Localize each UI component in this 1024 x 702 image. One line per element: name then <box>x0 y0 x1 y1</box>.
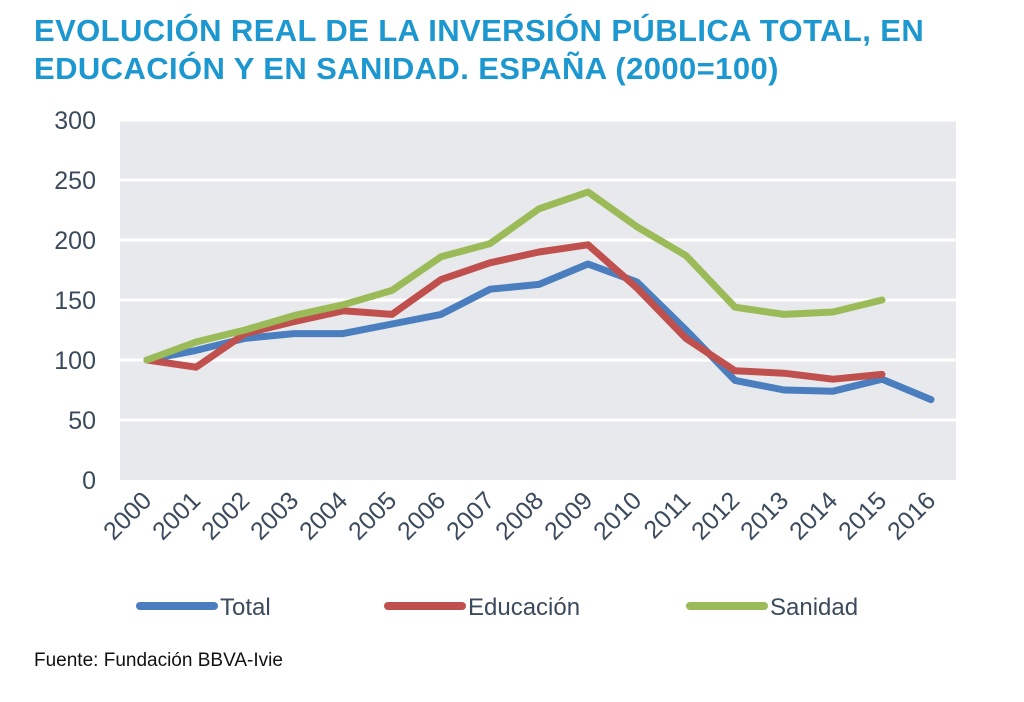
x-tick-label: 2005 <box>343 486 402 545</box>
chart-title: EVOLUCIÓN REAL DE LA INVERSIÓN PÚBLICA T… <box>34 12 994 88</box>
x-tick-label: 2016 <box>882 486 941 545</box>
x-tick-label: 2001 <box>147 486 206 545</box>
x-tick-label: 2006 <box>392 486 451 545</box>
x-tick-label: 2013 <box>735 486 794 545</box>
x-tick-label: 2010 <box>588 486 647 545</box>
y-tick-label: 300 <box>54 107 96 135</box>
gridlines <box>120 118 956 422</box>
x-tick-label: 2014 <box>784 486 843 545</box>
chart-title-line-2: EDUCACIÓN Y EN SANIDAD. ESPAÑA (2000=100… <box>34 51 779 86</box>
y-axis-ticks: 0 50 100 150 200 250 300 <box>54 107 96 495</box>
x-tick-label: 2011 <box>638 486 696 544</box>
y-tick-label: 250 <box>54 167 96 195</box>
x-tick-label: 2015 <box>833 486 892 545</box>
legend: Total Educación Sanidad <box>136 594 858 621</box>
series-lines <box>143 188 935 404</box>
x-tick-label: 2007 <box>441 486 500 545</box>
legend-label: Total <box>220 594 271 621</box>
series-line-educación <box>143 241 886 383</box>
chart-title-line-1: EVOLUCIÓN REAL DE LA INVERSIÓN PÚBLICA T… <box>34 13 925 48</box>
series-line-total <box>143 260 935 404</box>
y-tick-label: 0 <box>82 467 96 495</box>
source-note: Fuente: Fundación BBVA-Ivie <box>34 650 283 671</box>
y-tick-label: 100 <box>54 347 96 375</box>
x-tick-label: 2003 <box>245 486 304 545</box>
x-tick-label: 2000 <box>98 486 157 545</box>
y-tick-label: 50 <box>68 407 96 435</box>
legend-label: Sanidad <box>770 594 858 621</box>
y-tick-label: 150 <box>54 287 96 315</box>
x-tick-label: 2004 <box>294 486 353 545</box>
legend-label: Educación <box>468 594 580 621</box>
x-tick-label: 2009 <box>539 486 598 545</box>
y-tick-label: 200 <box>54 227 96 255</box>
series-line-sanidad <box>143 188 886 364</box>
x-tick-label: 2008 <box>490 486 549 545</box>
x-axis-ticks: 2000200120022003200420052006200720082009… <box>98 486 941 545</box>
x-tick-label: 2012 <box>686 486 745 545</box>
x-tick-label: 2002 <box>196 486 255 545</box>
